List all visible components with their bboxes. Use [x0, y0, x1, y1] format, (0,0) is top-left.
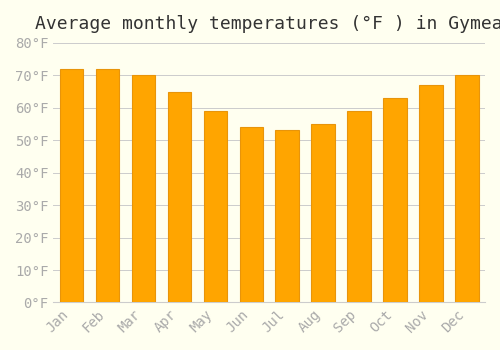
Bar: [204, 111, 227, 302]
Bar: [240, 127, 263, 302]
Bar: [96, 69, 119, 302]
Bar: [60, 69, 83, 302]
Bar: [348, 111, 371, 302]
Bar: [276, 131, 299, 302]
Bar: [456, 75, 478, 302]
Bar: [420, 85, 442, 302]
Bar: [168, 92, 191, 302]
Title: Average monthly temperatures (°F ) in Gymea: Average monthly temperatures (°F ) in Gy…: [36, 15, 500, 33]
Bar: [384, 98, 407, 302]
Bar: [312, 124, 335, 302]
Bar: [132, 75, 155, 302]
